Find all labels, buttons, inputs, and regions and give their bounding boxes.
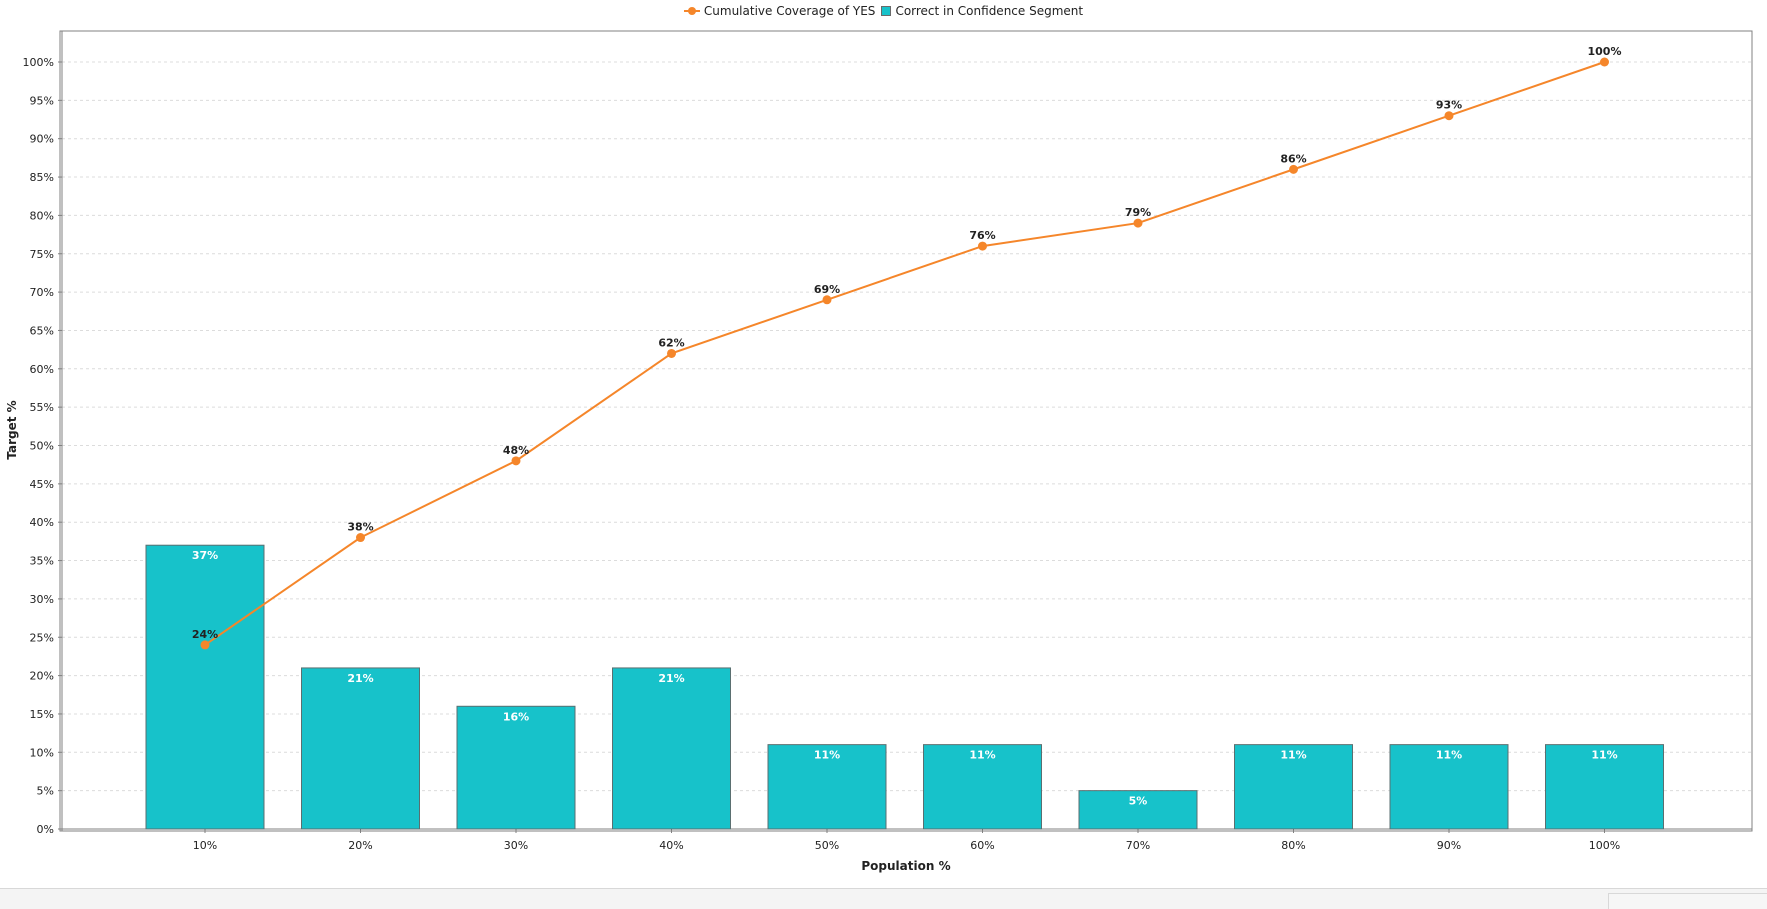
x-tick-label: 90%	[1437, 839, 1461, 852]
x-axis: 10% 20% 30% 40% 50% 60% 70% 80% 90% 100%	[62, 828, 1752, 852]
y-axis-title: Target %	[5, 400, 19, 459]
y-tick-label: 15%	[30, 708, 54, 721]
y-tick-label: 65%	[30, 324, 54, 337]
y-axis: 0% 5% 10% 15% 20% 25% 30% 35% 40% 45% 50% 55% 60% 65%…	[23, 31, 63, 836]
x-tick-label: 50%	[815, 839, 839, 852]
y-tick-label: 70%	[30, 286, 54, 299]
y-tick-label: 5%	[37, 785, 54, 798]
y-tick-label: 100%	[23, 56, 54, 69]
line-point	[978, 241, 987, 251]
x-tick-label: 30%	[504, 839, 528, 852]
line-data-label: 100%	[1588, 45, 1622, 58]
bar	[301, 667, 420, 830]
y-tick-label: 30%	[30, 593, 54, 606]
legend-label-bar: Correct in Confidence Segment	[895, 4, 1084, 18]
x-tick-label: 80%	[1281, 839, 1305, 852]
y-tick-label: 20%	[30, 670, 54, 683]
bar-series: 37% 21% 16% 21% 11% 11% 5% 11% 11% 11%	[145, 544, 1664, 830]
y-tick-label: 85%	[30, 171, 54, 184]
y-tick-label: 35%	[30, 555, 54, 568]
x-tick-label: 100%	[1589, 839, 1620, 852]
x-tick-label: 60%	[970, 839, 994, 852]
line-point	[1600, 57, 1609, 67]
legend-item-bar: Correct in Confidence Segment	[881, 4, 1083, 18]
line-data-label: 24%	[192, 628, 218, 641]
legend-item-line: Cumulative Coverage of YES	[683, 4, 876, 18]
line-data-label: 93%	[1436, 99, 1462, 112]
x-axis-title: Population %	[861, 859, 950, 873]
line-data-label: 38%	[347, 521, 373, 534]
y-tick-label: 95%	[30, 94, 54, 107]
x-tick-label: 40%	[659, 839, 683, 852]
bar	[456, 705, 576, 830]
y-tick-label: 55%	[30, 401, 54, 414]
bar	[1234, 744, 1353, 830]
x-tick-label: 10%	[193, 839, 217, 852]
status-bar-panel	[1608, 893, 1767, 909]
status-bar	[0, 888, 1767, 909]
bar-data-label: 21%	[347, 672, 373, 685]
line-point	[822, 295, 832, 305]
bar-data-label: 5%	[1129, 795, 1148, 808]
line-point	[1444, 111, 1454, 121]
y-tick-label: 60%	[30, 363, 54, 376]
y-tick-label: 80%	[30, 209, 54, 222]
y-tick-label: 40%	[30, 516, 54, 529]
bar-data-label: 11%	[1280, 749, 1306, 762]
y-tick-label: 10%	[30, 746, 54, 759]
line-data-label: 86%	[1280, 152, 1306, 165]
bar	[145, 544, 265, 830]
bar	[923, 744, 1042, 830]
line-point	[1133, 218, 1143, 228]
bar-data-label: 11%	[1436, 749, 1462, 762]
y-tick-label: 50%	[30, 440, 54, 453]
x-tick-label: 70%	[1126, 839, 1150, 852]
line-point	[200, 640, 210, 650]
chart-legend: Cumulative Coverage of YES Correct in Co…	[0, 4, 1767, 18]
bar	[1389, 744, 1509, 830]
y-tick-label: 0%	[37, 823, 54, 836]
y-tick-label: 45%	[30, 478, 54, 491]
line-point	[667, 348, 676, 358]
bar-data-label: 21%	[658, 672, 684, 685]
legend-line-marker-icon	[683, 6, 700, 16]
bar-data-label: 16%	[503, 710, 529, 723]
series-line	[204, 61, 1605, 646]
line-point	[1289, 164, 1298, 174]
y-tick-label: 25%	[30, 631, 54, 644]
y-tick-label: 75%	[30, 248, 54, 261]
line-point	[511, 456, 521, 466]
line-data-label: 48%	[503, 444, 529, 457]
x-tick-label: 20%	[348, 839, 372, 852]
bar-data-label: 11%	[1591, 749, 1617, 762]
line-data-label: 69%	[814, 283, 840, 296]
line-series: 24% 38% 48% 62% 69% 76% 79% 86% 93% 100%	[192, 45, 1622, 650]
bar-data-label: 37%	[192, 549, 218, 562]
legend-label-line: Cumulative Coverage of YES	[703, 4, 876, 18]
line-data-label: 79%	[1125, 206, 1151, 219]
bar	[767, 744, 887, 830]
line-data-label: 62%	[658, 336, 684, 349]
bar	[612, 667, 731, 830]
line-point	[356, 533, 365, 543]
bar	[1545, 744, 1664, 830]
bar-data-label: 11%	[969, 749, 995, 762]
bar-data-label: 11%	[814, 749, 840, 762]
y-tick-label: 90%	[30, 133, 54, 146]
line-data-label: 76%	[969, 229, 995, 242]
legend-bar-swatch-icon	[881, 6, 892, 16]
bar	[1078, 790, 1198, 830]
